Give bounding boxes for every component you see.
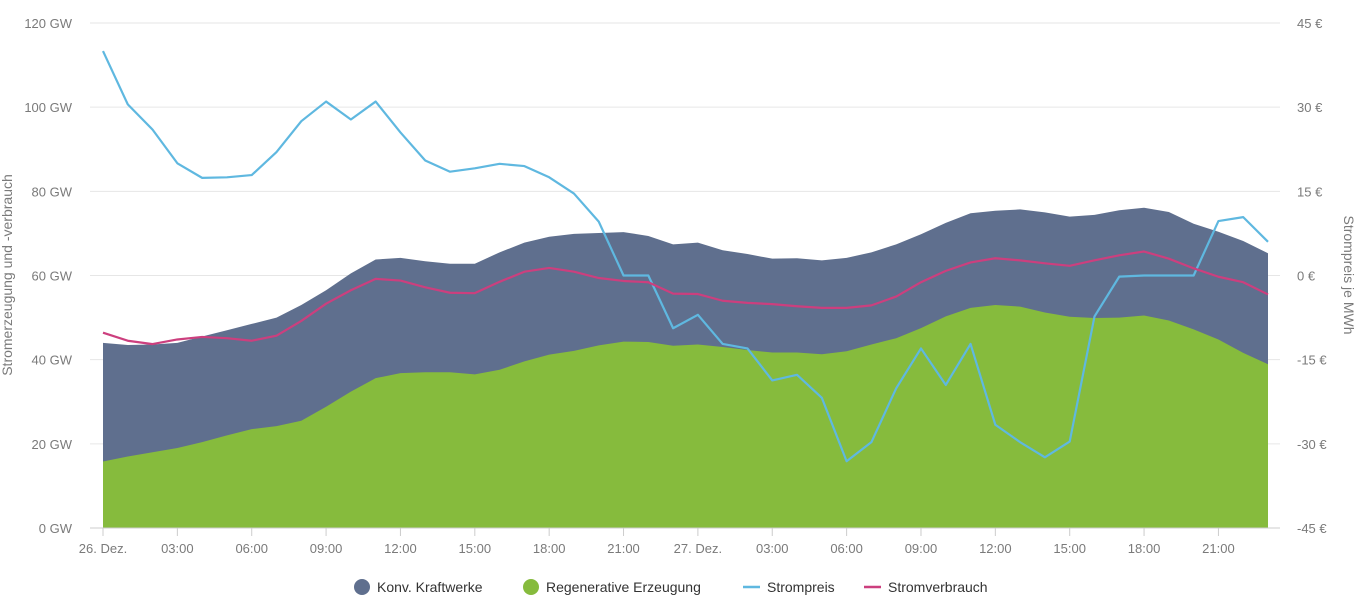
x-tick-label: 15:00 bbox=[1053, 541, 1086, 556]
y-left-tick-label: 120 GW bbox=[24, 16, 72, 31]
legend: Konv. Kraftwerke Regenerative Erzeugung St… bbox=[354, 579, 988, 595]
legend-item-stromverbrauch: Stromverbrauch bbox=[864, 579, 988, 595]
legend-item-strompreis: Strompreis bbox=[743, 579, 835, 595]
x-tick-label: 21:00 bbox=[607, 541, 640, 556]
x-tick-label: 15:00 bbox=[459, 541, 492, 556]
y-right-tick-label: -30 € bbox=[1297, 437, 1327, 452]
x-tick-label: 12:00 bbox=[384, 541, 417, 556]
y-left-tick-label: 0 GW bbox=[39, 521, 73, 536]
y-right-tick-label: -15 € bbox=[1297, 353, 1327, 368]
x-tick-label: 18:00 bbox=[533, 541, 566, 556]
x-axis: 26. Dez. 03:00 06:00 09:00 12:00 15:00 18:00 21… bbox=[79, 527, 1280, 556]
x-tick-label: 18:00 bbox=[1128, 541, 1161, 556]
y-right-tick-label: 0 € bbox=[1297, 269, 1316, 284]
legend-label: Regenerative Erzeugung bbox=[546, 579, 701, 595]
x-tick-label: 09:00 bbox=[310, 541, 343, 556]
y-axis-right-title: Strompreis je MWh bbox=[1341, 215, 1357, 334]
legend-item-regenerative-erzeugung: Regenerative Erzeugung bbox=[523, 579, 701, 595]
x-tick-label: 06:00 bbox=[235, 541, 268, 556]
line-stromverbrauch bbox=[102, 250, 1269, 346]
legend-marker bbox=[523, 579, 539, 595]
y-axis-right: -45 € -30 € -15 € 0 € 15 € 30 € 45 € bbox=[1297, 16, 1327, 536]
y-left-tick-label: 60 GW bbox=[32, 269, 73, 284]
y-right-tick-label: -45 € bbox=[1297, 521, 1327, 536]
y-right-tick-label: 45 € bbox=[1297, 16, 1323, 31]
area-series bbox=[103, 207, 1268, 528]
line-series bbox=[102, 50, 1269, 463]
legend-label: Strompreis bbox=[767, 579, 835, 595]
y-right-tick-label: 30 € bbox=[1297, 100, 1323, 115]
x-tick-label: 09:00 bbox=[905, 541, 938, 556]
y-axis-left-title: Stromerzeugung und -verbrauch bbox=[0, 174, 15, 376]
x-tick-label: 03:00 bbox=[756, 541, 789, 556]
y-left-tick-label: 80 GW bbox=[32, 184, 73, 199]
y-right-tick-label: 15 € bbox=[1297, 184, 1323, 199]
y-left-tick-label: 100 GW bbox=[24, 100, 72, 115]
legend-label: Stromverbrauch bbox=[888, 579, 988, 595]
x-tick-label: 12:00 bbox=[979, 541, 1012, 556]
x-tick-label: 06:00 bbox=[830, 541, 863, 556]
y-left-tick-label: 40 GW bbox=[32, 353, 73, 368]
x-tick-label: 21:00 bbox=[1202, 541, 1235, 556]
line-strompreis bbox=[102, 50, 1269, 463]
y-left-tick-label: 20 GW bbox=[32, 437, 73, 452]
legend-item-konv-kraftwerke: Konv. Kraftwerke bbox=[354, 579, 483, 595]
legend-marker bbox=[354, 579, 370, 595]
legend-label: Konv. Kraftwerke bbox=[377, 579, 483, 595]
y-axis-left: 0 GW 20 GW 40 GW 60 GW 80 GW 100 GW 120 GW bbox=[24, 16, 72, 536]
x-tick-label: 27. Dez. bbox=[674, 541, 722, 556]
x-tick-label: 26. Dez. bbox=[79, 541, 127, 556]
x-tick-label: 03:00 bbox=[161, 541, 194, 556]
